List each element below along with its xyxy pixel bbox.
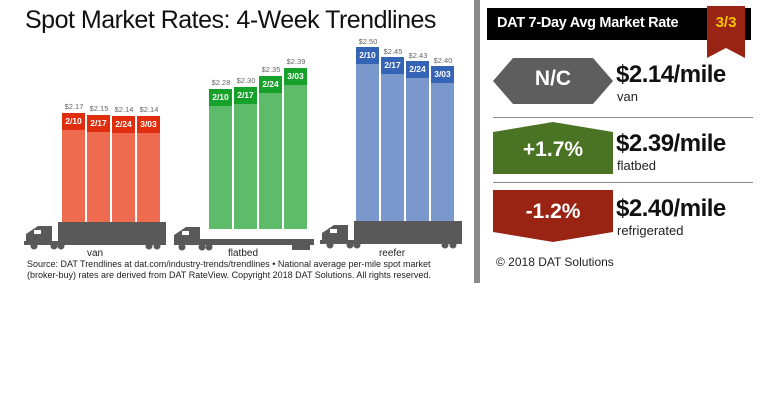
bar-date: 2/17 bbox=[381, 57, 404, 74]
bar-date: 2/17 bbox=[234, 87, 257, 104]
chart-title: Spot Market Rates: 4-Week Trendlines bbox=[25, 6, 436, 34]
category-label-reefer: reefer bbox=[378, 248, 406, 259]
bar-date: 2/10 bbox=[209, 89, 232, 106]
bar-value: $2.14 bbox=[114, 105, 134, 114]
bar-reefer-2-24: 2/24 bbox=[406, 61, 429, 222]
date-ribbon-icon bbox=[707, 6, 745, 58]
bar-date: 2/24 bbox=[406, 61, 429, 78]
source-line-2: (broker-buy) rates are derived from DAT … bbox=[27, 270, 431, 280]
rate-row-flatbed: +1.7% $2.39/mile flatbed bbox=[493, 122, 753, 176]
equipment-label: refrigerated bbox=[617, 223, 684, 238]
bar-date: 2/17 bbox=[87, 115, 110, 132]
equipment-label: flatbed bbox=[617, 158, 657, 173]
flatbed-truck-icon bbox=[174, 227, 314, 251]
bar-flatbed-2-10: 2/10 bbox=[209, 89, 232, 229]
bar-van-2-17: 2/17 bbox=[87, 115, 110, 223]
equipment-label: van bbox=[617, 89, 638, 104]
bar-van-2-24: 2/24 bbox=[112, 116, 135, 223]
bar-reefer-2-17: 2/17 bbox=[381, 57, 404, 222]
bar-date: 2/24 bbox=[112, 116, 135, 133]
reefer-truck-icon bbox=[320, 221, 462, 249]
bar-van-3-03: 3/03 bbox=[137, 116, 160, 223]
bar-value: $2.40 bbox=[433, 56, 453, 65]
bar-value: $2.35 bbox=[261, 65, 281, 74]
bar-value: $2.50 bbox=[358, 37, 378, 46]
change-value: -1.2% bbox=[525, 200, 581, 223]
bar-flatbed-2-17: 2/17 bbox=[234, 87, 257, 229]
source-line-1: Source: DAT Trendlines at dat.com/indust… bbox=[27, 259, 431, 269]
row-divider bbox=[493, 182, 753, 183]
copyright: © 2018 DAT Solutions bbox=[496, 255, 614, 269]
no-change-hexagon-icon bbox=[493, 58, 613, 104]
van-truck-icon bbox=[24, 222, 166, 250]
bar-date: 2/10 bbox=[62, 113, 85, 130]
date-badge: 3/3 bbox=[715, 14, 737, 31]
source-note: Source: DAT Trendlines at dat.com/indust… bbox=[27, 259, 467, 281]
bar-flatbed-3-03: 3/03 bbox=[284, 68, 307, 229]
bar-value: $2.28 bbox=[211, 78, 231, 87]
bar-reefer-3-03: 3/03 bbox=[431, 66, 454, 222]
market-rate-title: DAT 7-Day Avg Market Rate bbox=[497, 15, 679, 31]
up-arrow-badge-icon bbox=[493, 122, 613, 174]
bar-value: $2.45 bbox=[383, 47, 403, 56]
category-label-van: van bbox=[86, 248, 104, 259]
panel-divider bbox=[474, 0, 480, 283]
bar-flatbed-2-24: 2/24 bbox=[259, 76, 282, 229]
bar-date: 3/03 bbox=[284, 68, 307, 85]
bar-value: $2.15 bbox=[89, 104, 109, 113]
bar-date: 3/03 bbox=[431, 66, 454, 83]
bar-value: $2.17 bbox=[64, 102, 84, 111]
bar-reefer-2-10: 2/10 bbox=[356, 47, 379, 222]
change-value: +1.7% bbox=[522, 138, 584, 161]
rate-row-van: N/C $2.14/mile van bbox=[493, 58, 753, 108]
bar-date: 2/10 bbox=[356, 47, 379, 64]
category-label-flatbed: flatbed bbox=[227, 248, 259, 259]
row-divider bbox=[493, 117, 753, 118]
down-arrow-badge-icon bbox=[493, 190, 613, 242]
bar-date: 3/03 bbox=[137, 116, 160, 133]
change-value: N/C bbox=[534, 67, 572, 90]
rate-row-refrigerated: -1.2% $2.40/mile refrigerated bbox=[493, 190, 753, 244]
bar-van-2-10: 2/10 bbox=[62, 113, 85, 223]
bar-date: 2/24 bbox=[259, 76, 282, 93]
rate-price: $2.40/mile bbox=[616, 195, 726, 222]
bar-value: $2.43 bbox=[408, 51, 428, 60]
bar-value: $2.14 bbox=[139, 105, 159, 114]
rate-price: $2.14/mile bbox=[616, 61, 726, 88]
bar-value: $2.30 bbox=[236, 76, 256, 85]
rate-price: $2.39/mile bbox=[616, 130, 726, 157]
bar-value: $2.39 bbox=[286, 57, 306, 66]
